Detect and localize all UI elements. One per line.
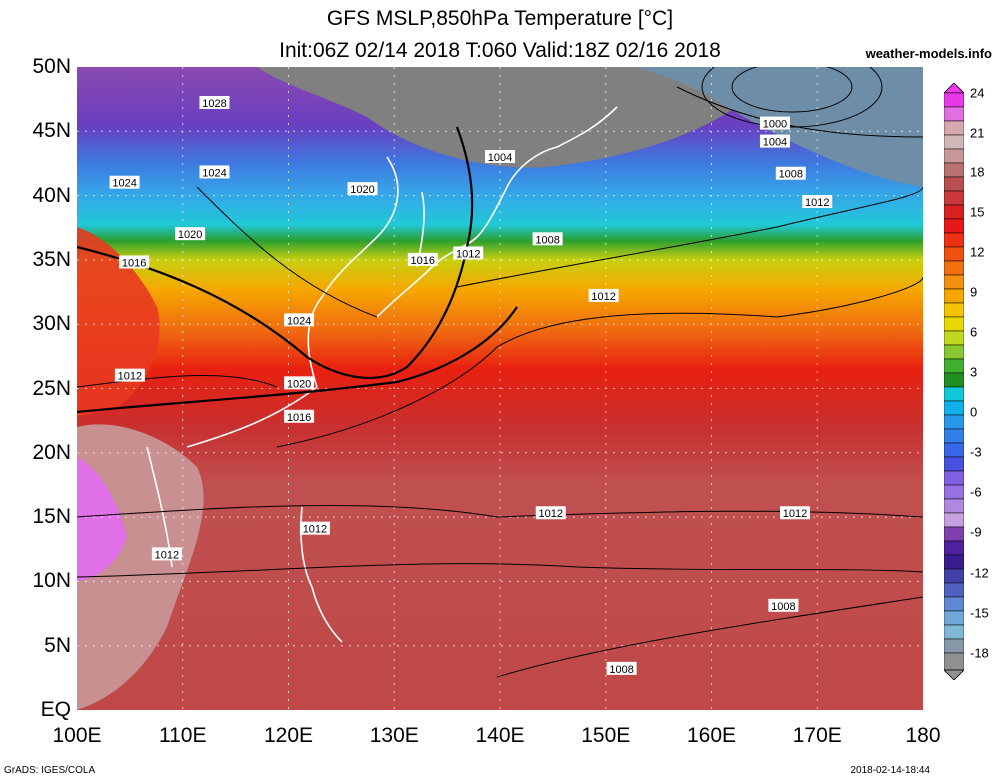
chart-title: GFS MSLP,850hPa Temperature [°C] — [326, 7, 674, 30]
lat-label-20n: 20N — [32, 440, 71, 464]
svg-text:1008: 1008 — [609, 664, 633, 676]
svg-text:1012: 1012 — [783, 508, 807, 520]
lat-label-eq: EQ — [40, 698, 71, 721]
svg-text:1012: 1012 — [303, 524, 327, 536]
isobar-label: 1012 — [780, 506, 811, 520]
isobar-label: 1020 — [284, 376, 315, 390]
lon-label-110e: 110E — [159, 724, 207, 747]
map-panel: 1028 1024 1024 1020 1016 1020 1004 1000 1004 1008… — [77, 67, 923, 710]
svg-text:1004: 1004 — [763, 137, 787, 149]
isobar-label: 1000 — [759, 116, 790, 131]
svg-text:1020: 1020 — [350, 184, 374, 196]
svg-text:1012: 1012 — [539, 508, 563, 520]
lat-label-35n: 35N — [32, 247, 71, 271]
isobar-label: 1012 — [453, 246, 484, 260]
isobar-label: 1008 — [775, 166, 806, 181]
isobar-labels: 1028 1024 1024 1020 1016 1020 1004 1000 1004 1008… — [109, 96, 833, 676]
isobar-label: 1012 — [802, 195, 833, 209]
colorbar-label-15: 15 — [970, 204, 985, 220]
svg-text:1016: 1016 — [122, 257, 146, 269]
svg-text:1012: 1012 — [155, 549, 179, 561]
isobars-bold — [77, 126, 518, 414]
colorbar-label-24: 24 — [970, 85, 985, 101]
isobar-label: 1012 — [299, 521, 330, 536]
colorbar-label-3: 3 — [970, 364, 978, 380]
lon-label-120e: 120E — [263, 724, 314, 747]
svg-text:1004: 1004 — [488, 152, 512, 164]
svg-text:1020: 1020 — [178, 229, 202, 241]
colorbar — [944, 83, 964, 680]
svg-text:1012: 1012 — [805, 197, 829, 209]
lat-label-45n: 45N — [32, 119, 71, 143]
svg-text:1008: 1008 — [771, 601, 795, 613]
lon-label-130e: 130E — [369, 724, 419, 747]
colorbar-label-6: 6 — [970, 324, 978, 340]
svg-text:1008: 1008 — [535, 234, 559, 246]
isobar-label: 1016 — [284, 409, 315, 424]
colorbar-label-0: 0 — [970, 404, 978, 420]
lon-label-160e: 160E — [686, 724, 737, 747]
lon-label-170e: 170E — [792, 724, 842, 747]
svg-text:1028: 1028 — [202, 98, 226, 110]
isobar-label: 1008 — [606, 661, 637, 676]
colorbar-label-neg18: -18 — [970, 645, 989, 661]
colorbar-label-neg3: -3 — [970, 444, 982, 460]
isobars — [77, 67, 923, 678]
isobar-label: 1020 — [175, 227, 206, 241]
isobar-label: 1024 — [109, 175, 140, 190]
colorbar-label-neg12: -12 — [970, 565, 989, 581]
lat-label-50n: 50N — [32, 55, 71, 78]
isobar-label: 1004 — [759, 134, 790, 149]
colorbar-label-neg9: -9 — [970, 524, 982, 540]
svg-text:1016: 1016 — [411, 255, 435, 267]
lat-label-5n: 5N — [44, 633, 71, 657]
colorbar-label-neg15: -15 — [970, 605, 989, 621]
chart-subtitle: Init:06Z 02/14 2018 T:060 Valid:18Z 02/1… — [279, 39, 721, 62]
lat-label-25n: 25N — [32, 376, 71, 400]
isobar-label: 1008 — [768, 598, 799, 613]
isobar-label: 1004 — [485, 150, 515, 164]
colorbar-label-18: 18 — [970, 164, 985, 180]
lat-label-30n: 30N — [32, 312, 71, 336]
isobar-label: 1024 — [284, 313, 315, 327]
lon-label-100e: 100E — [52, 724, 102, 747]
isobar-label: 1028 — [199, 96, 230, 110]
isobar-label: 1012 — [114, 368, 145, 383]
isobar-label: 1012 — [535, 506, 566, 520]
isobar-label: 1020 — [347, 182, 378, 196]
lat-label-40n: 40N — [32, 183, 71, 207]
svg-text:1008: 1008 — [779, 169, 803, 181]
hot-spot — [77, 457, 127, 582]
svg-text:1016: 1016 — [287, 412, 311, 424]
svg-text:1024: 1024 — [202, 167, 226, 179]
isobar-label: 1024 — [199, 165, 230, 179]
svg-text:1000: 1000 — [763, 119, 787, 131]
cold-dry-region — [257, 67, 777, 168]
lon-label-150e: 150E — [581, 724, 631, 747]
lat-label-15n: 15N — [32, 505, 71, 529]
isobar-label: 1012 — [151, 547, 182, 561]
svg-text:1012: 1012 — [591, 291, 615, 303]
svg-text:1024: 1024 — [112, 178, 136, 190]
colorbar-label-9: 9 — [970, 284, 978, 300]
lat-label-10n: 10N — [32, 569, 71, 593]
lon-label-180: 180 — [905, 724, 941, 747]
isobar-label: 1016 — [407, 252, 438, 267]
website-label: weather-models.info — [865, 46, 992, 61]
colorbar-label-neg6: -6 — [970, 484, 982, 500]
svg-text:1012: 1012 — [456, 248, 480, 260]
svg-text:1012: 1012 — [118, 371, 142, 383]
isobar-label: 1008 — [532, 232, 563, 246]
svg-text:1024: 1024 — [287, 315, 311, 327]
colorbar-label-12: 12 — [970, 244, 985, 260]
colorbar-label-21: 21 — [970, 125, 985, 141]
grads-credit: GrADS: IGES/COLA — [4, 765, 96, 776]
isobar-label: 1016 — [119, 255, 150, 269]
svg-text:1020: 1020 — [287, 378, 311, 390]
generation-timestamp: 2018-02-14-18:44 — [850, 765, 930, 776]
isobar-label: 1012 — [588, 288, 619, 303]
lon-label-140e: 140E — [475, 724, 525, 747]
